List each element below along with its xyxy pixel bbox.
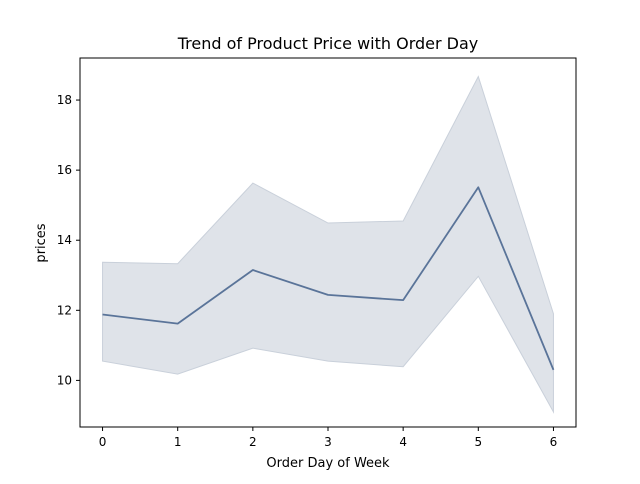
x-axis-label: Order Day of Week bbox=[266, 456, 390, 471]
x-tick-label: 0 bbox=[99, 435, 107, 449]
y-tick-label: 10 bbox=[57, 373, 72, 387]
x-tick-label: 6 bbox=[550, 435, 558, 449]
y-tick-label: 18 bbox=[57, 93, 72, 107]
x-tick-label: 3 bbox=[324, 435, 332, 449]
x-tick-label: 1 bbox=[174, 435, 182, 449]
x-tick-label: 2 bbox=[249, 435, 257, 449]
y-tick-label: 16 bbox=[57, 163, 72, 177]
x-tick-label: 5 bbox=[474, 435, 482, 449]
y-tick-label: 12 bbox=[57, 303, 72, 317]
y-axis-label: prices bbox=[34, 223, 49, 262]
chart-title: Trend of Product Price with Order Day bbox=[177, 34, 479, 53]
y-tick-label: 14 bbox=[57, 233, 72, 247]
x-tick-label: 4 bbox=[399, 435, 407, 449]
